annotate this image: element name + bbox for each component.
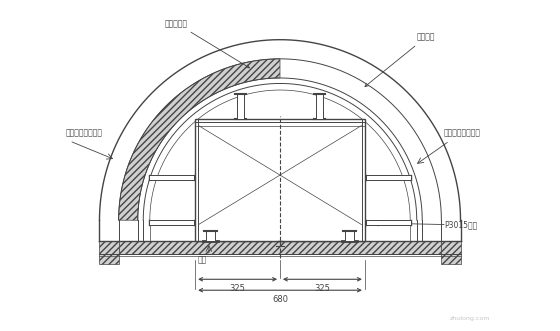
Text: 680: 680 [272,295,288,304]
Polygon shape [195,119,365,241]
Polygon shape [149,220,194,225]
Text: 钉模台车就位状态: 钉模台车就位状态 [444,128,481,137]
Polygon shape [100,241,119,264]
Polygon shape [119,241,441,254]
Text: P3015模板: P3015模板 [444,220,477,229]
Text: 钉模台车脱模状态: 钉模台车脱模状态 [66,128,102,137]
Polygon shape [366,175,411,180]
Text: 325: 325 [230,284,245,293]
Polygon shape [206,231,215,241]
Polygon shape [441,241,460,264]
Polygon shape [345,231,354,241]
Text: 已浇混凝土: 已浇混凝土 [165,19,249,68]
Text: 次浇筑位: 次浇筑位 [365,33,435,87]
Text: 垃木: 垃木 [198,255,207,264]
Text: zhulong.com: zhulong.com [450,316,491,321]
Polygon shape [366,220,411,225]
Polygon shape [316,94,323,119]
Text: 325: 325 [315,284,330,293]
Text: 480: 480 [292,173,301,187]
Polygon shape [149,175,194,180]
Polygon shape [237,94,244,119]
Polygon shape [119,59,280,220]
